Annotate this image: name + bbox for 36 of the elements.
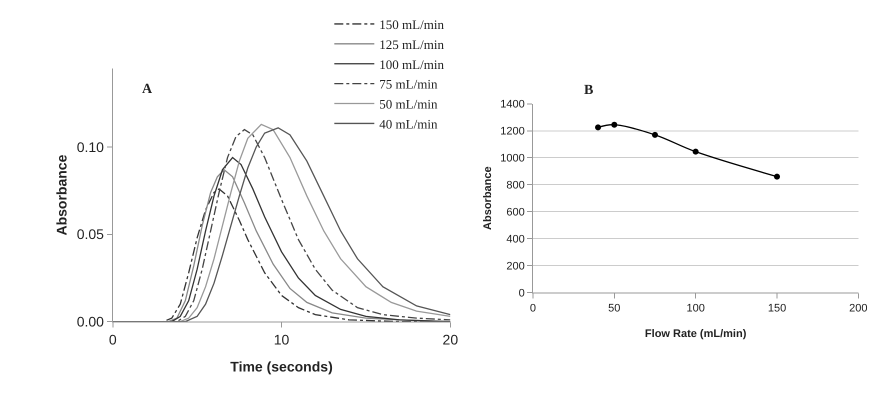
y-tick-label: 0 xyxy=(518,287,525,300)
x-tick-label: 0 xyxy=(530,302,536,315)
x-tick-label: 150 xyxy=(768,302,786,315)
text: A xyxy=(142,82,153,97)
legend-label: 50 mL/min xyxy=(379,96,438,112)
chart-title: B xyxy=(584,83,594,98)
legend-label: 125 mL/min xyxy=(379,36,444,52)
x-tick-label: 200 xyxy=(849,302,868,315)
y-tick-label: 1200 xyxy=(500,126,525,138)
y-tick-label: 1000 xyxy=(500,152,525,165)
y-tick-label: 400 xyxy=(506,233,525,246)
x-tick-label: 50 xyxy=(608,302,620,315)
y-axis-title: Absorbance xyxy=(482,166,494,230)
x-tick-label: 10 xyxy=(274,331,290,348)
legend-label: 150 mL/min xyxy=(379,16,444,32)
x-axis-title: Flow Rate (mL/min) xyxy=(644,328,747,340)
legend-label: 100 mL/min xyxy=(379,56,444,72)
y-tick-label: 200 xyxy=(506,260,525,272)
y-axis-title: Absorbance xyxy=(53,154,70,236)
y-tick-label: 0.05 xyxy=(76,226,104,242)
legend-label: 75 mL/min xyxy=(379,76,438,92)
x-tick-label: 100 xyxy=(686,302,705,315)
point xyxy=(595,124,602,130)
y-tick-label: 1400 xyxy=(500,98,525,111)
point xyxy=(611,122,618,128)
y-tick-label: 0.00 xyxy=(76,314,104,330)
y-tick-label: 0.10 xyxy=(76,138,104,155)
x-tick-label: 20 xyxy=(442,331,458,348)
y-tick-label: 600 xyxy=(506,206,525,218)
y-tick-label: 800 xyxy=(506,180,525,192)
point xyxy=(652,132,658,138)
legend-label: 40 mL/min xyxy=(379,116,438,132)
point xyxy=(692,148,699,155)
x-axis-title: Time (seconds) xyxy=(230,358,333,375)
point xyxy=(774,174,780,180)
x-tick-label: 0 xyxy=(108,331,117,348)
